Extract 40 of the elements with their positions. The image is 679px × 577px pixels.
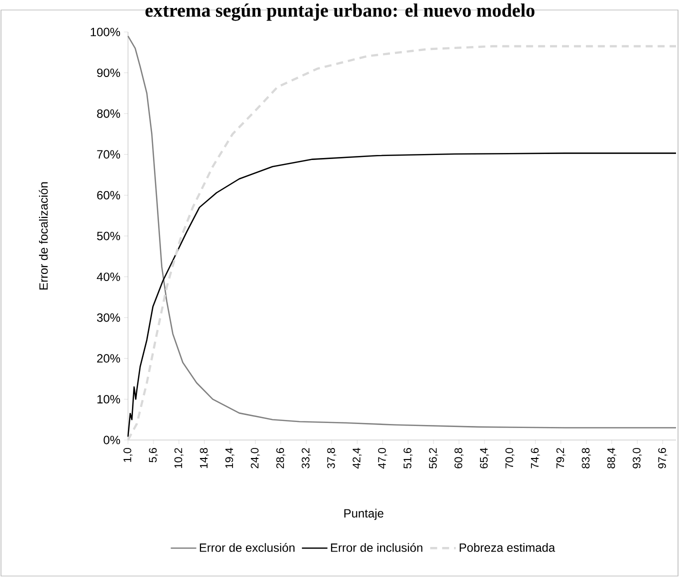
x-tick-label: 42,4 [352,448,362,469]
x-tick-label: 88,4 [607,448,616,468]
chart-title: extrema según puntaje urbano: el nuevo modelo [145,4,534,21]
x-tick-label: 5,6 [148,448,158,462]
y-axis-title: Error de focalización [38,182,48,290]
y-tick-label: 60% [97,190,120,200]
x-tick-label: 47,0 [378,448,388,469]
x-tick-label: 56,2 [429,448,438,468]
legend-label: Pobreza estimada [460,543,556,552]
x-tick-label: 19,4 [225,448,234,468]
y-tick-label: 40% [96,272,120,282]
y-tick-label: 20% [97,354,120,363]
legend-label: Error de inclusión [331,542,422,552]
x-tick-label: 60,8 [454,448,464,468]
y-tick-label: 30% [97,313,120,322]
y-tick-label: 70% [97,150,120,159]
x-tick-label: 93,0 [632,448,642,468]
y-tick-label: 50% [97,232,120,240]
x-tick-label: 28,6 [276,448,286,468]
line-series [127,152,677,438]
x-tick-label: 10,2 [174,448,184,468]
x-tick-label: 79,2 [556,448,566,468]
x-tick-label: 37,8 [327,448,336,468]
x-tick-label: 65,4 [480,448,490,468]
legend-label: Error de exclusión [200,542,294,552]
x-tick-label: 97,6 [658,448,668,468]
y-tick-label: 90% [97,68,120,78]
x-tick-label: 14,8 [200,448,209,468]
x-tick-label: 1,0 [123,448,133,462]
x-axis-title: Puntaje [344,508,384,520]
x-tick-label: 70,0 [505,448,514,468]
y-tick-label: 100% [90,28,120,36]
y-tick-label: 0% [104,436,120,444]
y-tick-label: 10% [97,394,120,404]
x-tick-label: 33,2 [302,448,311,468]
x-tick-label: 74,6 [530,448,540,468]
x-tick-label: 51,6 [404,448,413,468]
y-tick-label: 80% [97,109,120,118]
x-tick-label: 24,0 [250,448,260,468]
x-tick-label: 83,8 [582,448,591,468]
